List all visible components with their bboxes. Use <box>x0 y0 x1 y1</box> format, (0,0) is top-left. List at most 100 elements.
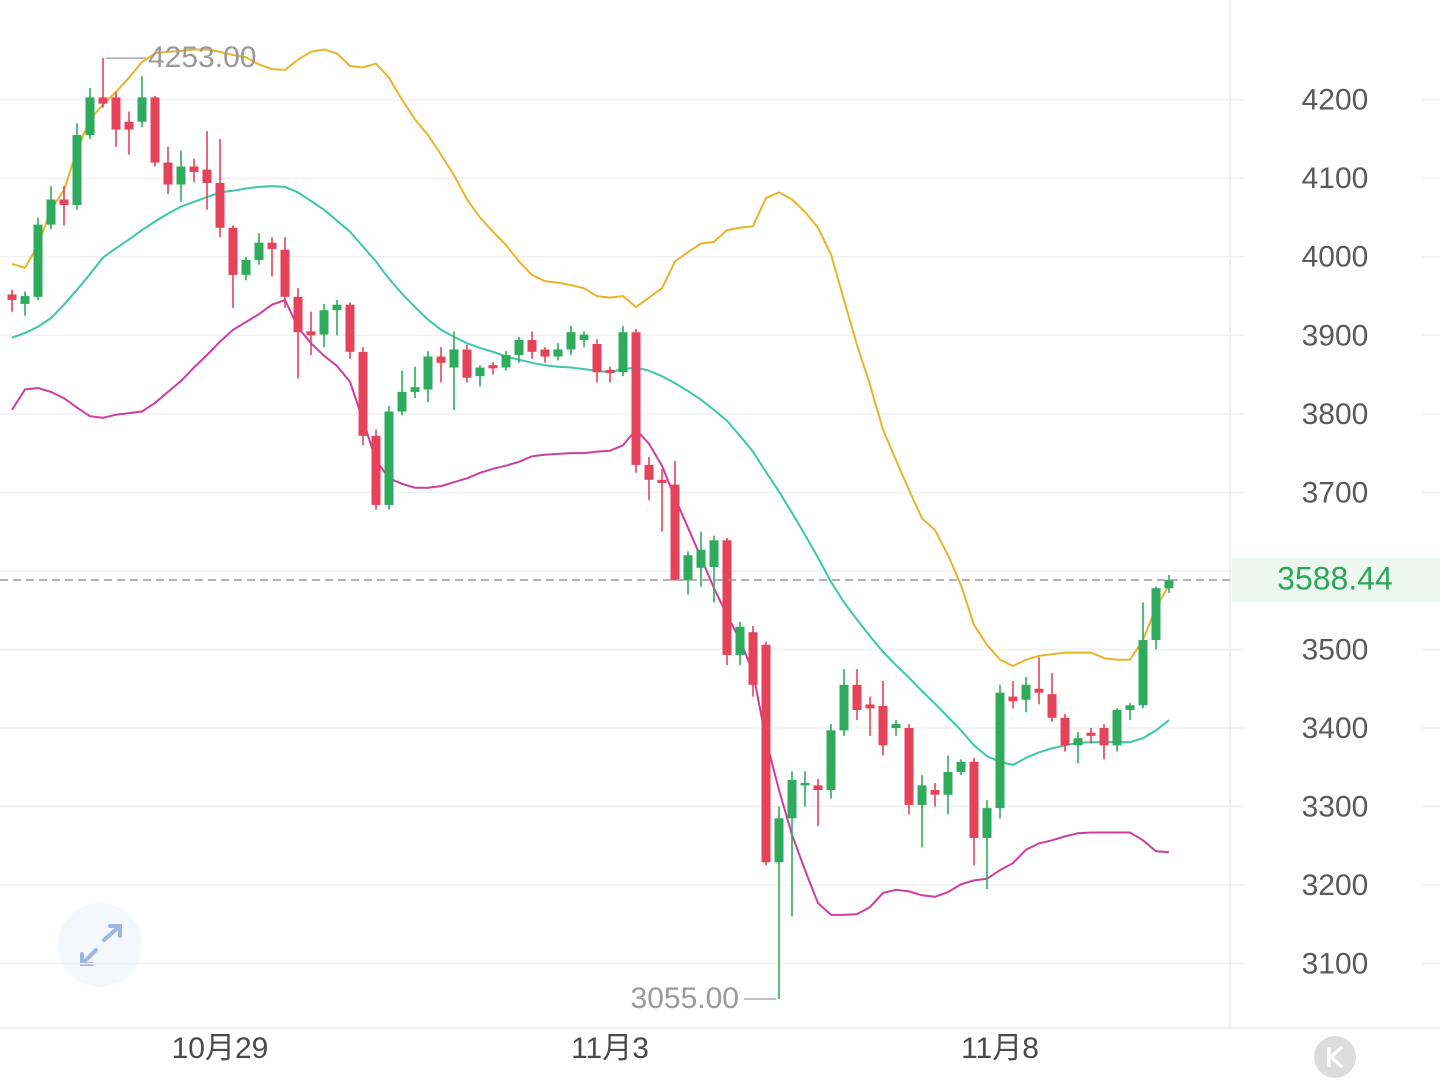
candle-body <box>215 182 225 228</box>
candle-body <box>20 296 30 304</box>
candle-body <box>1073 738 1083 746</box>
candle-body <box>982 808 992 838</box>
y-tick-label: 3200 <box>1302 869 1369 902</box>
candle-body <box>85 97 95 136</box>
candle-body <box>631 332 641 465</box>
candle-body <box>33 224 43 297</box>
candle-body <box>540 349 550 357</box>
candle-body <box>358 351 368 436</box>
x-tick-label: 10月29 <box>172 1032 269 1065</box>
candle-body <box>1060 717 1070 746</box>
candle-body <box>735 626 745 655</box>
y-tick-label: 3100 <box>1302 948 1369 981</box>
x-tick-label: 11月3 <box>571 1032 649 1065</box>
k-icon[interactable] <box>1327 1045 1344 1069</box>
candle-body <box>254 242 264 260</box>
candle-body <box>956 761 966 772</box>
candle-body <box>527 340 537 352</box>
candle-body <box>1021 684 1031 700</box>
expand-button[interactable] <box>58 903 142 987</box>
candle-body <box>59 199 69 205</box>
candle-body <box>436 356 446 363</box>
min-label: 3055.00 <box>631 982 739 1015</box>
candle-body <box>1151 588 1161 641</box>
y-tick-label: 3900 <box>1302 319 1369 352</box>
candle-body <box>228 227 238 275</box>
candle-body <box>904 728 914 805</box>
expand-button-bg[interactable] <box>58 903 142 987</box>
expand-icon[interactable] <box>80 924 122 966</box>
candle-body <box>163 162 173 185</box>
candle-body <box>267 242 277 249</box>
candle-body <box>917 785 927 805</box>
candle-body <box>774 818 784 863</box>
candle-body <box>722 540 732 655</box>
y-tick-label: 4000 <box>1302 241 1369 274</box>
candle-body <box>501 354 511 368</box>
bollinger-band <box>11 298 1170 916</box>
candle-body <box>488 365 498 369</box>
candle-body <box>748 632 758 685</box>
candle-body <box>1034 688 1044 693</box>
candle-body <box>137 97 147 122</box>
candle-body <box>579 334 589 341</box>
candle-body <box>111 97 121 130</box>
candle-body <box>800 782 810 786</box>
candle-body <box>189 166 199 172</box>
candle-body <box>332 304 342 311</box>
max-label: 4253.00 <box>148 41 256 74</box>
candle-body <box>670 484 680 581</box>
candle-body <box>410 387 420 392</box>
candle-body <box>176 166 186 185</box>
candle-body <box>345 304 355 352</box>
last-price-bg <box>1232 558 1440 603</box>
candle-body <box>1008 696 1018 702</box>
candle-body <box>98 97 108 104</box>
candle-body <box>592 343 602 373</box>
candle-body <box>1138 640 1148 706</box>
candle-body <box>696 549 706 568</box>
candle-body <box>839 684 849 731</box>
candle-body <box>449 349 459 368</box>
candles <box>7 58 1174 999</box>
y-tick-label: 3400 <box>1302 712 1369 745</box>
candle-body <box>423 356 433 390</box>
candle-body <box>319 310 329 335</box>
candle-body <box>813 785 823 791</box>
candle-body <box>1164 580 1174 589</box>
candle-body <box>878 706 888 746</box>
candle-body <box>293 296 303 333</box>
candle-body <box>462 349 472 378</box>
candle-body <box>371 435 381 505</box>
candle-body <box>761 644 771 863</box>
k-button[interactable] <box>1314 1036 1356 1078</box>
candle-body <box>514 340 524 355</box>
candle-body <box>46 199 56 225</box>
y-tick-label: 3700 <box>1302 476 1369 509</box>
candle-body <box>1086 732 1096 736</box>
candle-body <box>995 692 1005 809</box>
candle-body <box>150 97 160 163</box>
candle-body <box>1047 694 1057 718</box>
candle-body <box>852 684 862 710</box>
candle-body <box>7 294 17 300</box>
candle-body <box>644 464 654 480</box>
k-button-bg[interactable] <box>1314 1036 1356 1078</box>
candle-body <box>384 411 394 505</box>
y-tick-label: 3500 <box>1302 633 1369 666</box>
candle-body <box>202 169 212 183</box>
candle-body <box>306 331 316 336</box>
candle-body <box>553 349 563 357</box>
candle-body <box>618 332 628 373</box>
candle-body <box>826 730 836 791</box>
candle-body <box>787 779 797 819</box>
bollinger-band <box>11 185 1170 766</box>
candle-body <box>1125 705 1135 710</box>
candle-body <box>475 367 485 377</box>
y-tick-label: 4200 <box>1302 84 1369 117</box>
candle-body <box>605 369 615 374</box>
candle-body <box>969 761 979 838</box>
candle-body <box>930 790 940 795</box>
